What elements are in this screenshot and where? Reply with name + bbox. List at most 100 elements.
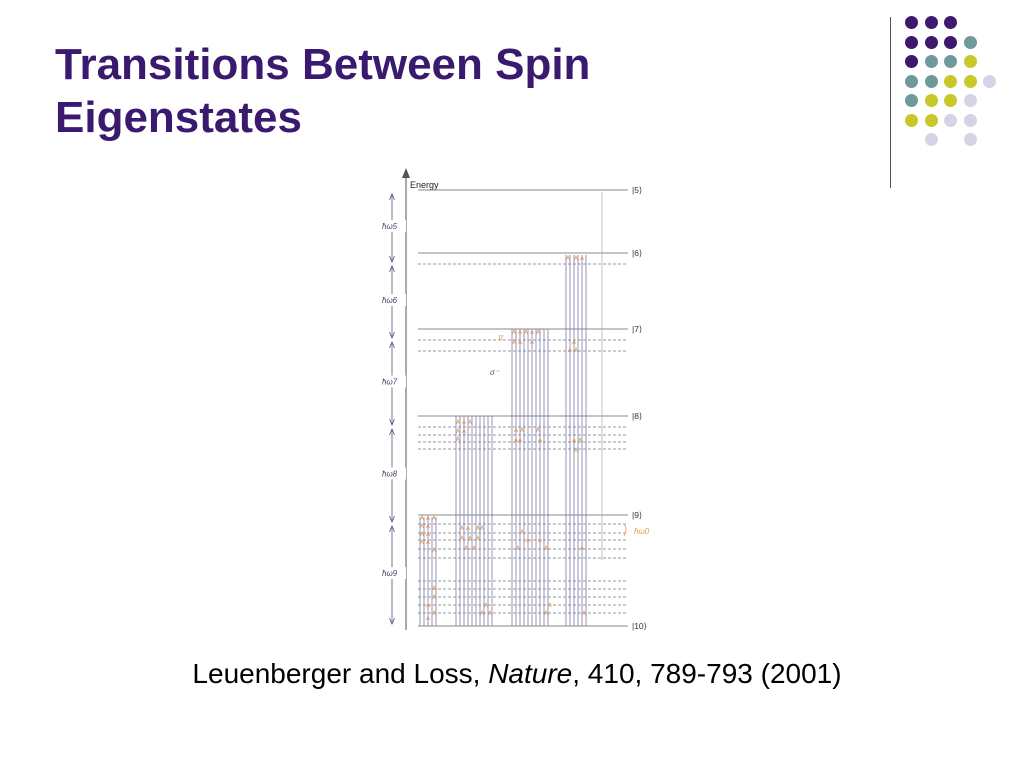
gap-label: ħω7 — [382, 378, 398, 387]
transition-marker — [426, 614, 430, 621]
transition-marker — [520, 528, 524, 535]
pi-label: π — [498, 333, 504, 342]
transition-marker — [574, 254, 578, 261]
transition-marker — [460, 524, 464, 531]
decorative-dot — [924, 16, 938, 29]
transition-marker — [456, 435, 460, 442]
energy-label: Energy — [410, 180, 439, 190]
decorative-dot — [924, 113, 938, 127]
decorative-dot — [924, 74, 938, 88]
transition-marker — [512, 338, 516, 345]
decorative-dot — [905, 94, 918, 107]
gap-arrowhead-down — [389, 617, 395, 626]
transition-marker — [518, 338, 522, 345]
title-line-2: Eigenstates — [55, 93, 302, 142]
transition-marker — [520, 426, 524, 433]
citation-authors: Leuenberger and Loss, — [192, 658, 489, 689]
transition-marker — [432, 514, 436, 521]
decorative-dot — [944, 55, 957, 68]
title-line-1: Transitions Between Spin — [55, 40, 591, 89]
gap-label-bg — [380, 375, 406, 388]
transition-marker — [580, 544, 584, 551]
state-label: |10⟩ — [632, 621, 647, 631]
transition-marker — [538, 536, 542, 543]
gap-arrowhead-up — [389, 427, 395, 436]
decorative-dot — [905, 74, 918, 88]
decorative-dot — [983, 74, 996, 88]
gap-arrowhead-down — [389, 331, 395, 340]
transition-marker — [548, 601, 552, 608]
transition-marker — [456, 418, 460, 425]
transition-marker — [480, 609, 484, 616]
transition-marker — [460, 534, 464, 541]
transition-marker — [578, 436, 582, 443]
state-label: |6⟩ — [632, 248, 642, 258]
slide-title: Transitions Between Spin Eigenstates — [55, 38, 755, 144]
transition-marker — [530, 338, 534, 345]
gap-arrowhead-down — [389, 255, 395, 264]
transition-marker — [572, 436, 576, 443]
transition-marker — [484, 601, 488, 608]
transition-marker — [420, 514, 424, 521]
transition-marker — [566, 254, 570, 261]
gap-label-bg — [380, 467, 406, 480]
transition-marker — [568, 346, 572, 353]
bracket-mark — [623, 523, 627, 537]
gap-label-bg — [380, 294, 406, 306]
decorative-dot — [905, 16, 918, 29]
citation-caption: Leuenberger and Loss, Nature, 410, 789-7… — [0, 658, 1024, 690]
gap-arrowhead-down — [389, 515, 395, 524]
transition-marker — [468, 534, 472, 541]
decorative-dot — [944, 35, 957, 49]
state-label: |7⟩ — [632, 324, 642, 334]
transition-marker — [580, 254, 584, 261]
citation-details: , 410, 789-793 (2001) — [572, 658, 842, 689]
transition-marker — [426, 514, 430, 521]
side-gap-label: ħω0 — [634, 527, 650, 536]
transition-marker — [514, 426, 518, 433]
gap-label: ħω9 — [382, 569, 398, 578]
transition-marker — [514, 436, 518, 443]
decorative-dot — [963, 74, 977, 88]
transition-marker — [518, 328, 522, 335]
transition-marker — [480, 524, 484, 531]
decorative-dot — [924, 94, 938, 107]
transition-marker — [426, 530, 430, 537]
transition-marker — [420, 538, 424, 545]
decorative-dot — [905, 35, 918, 49]
state-label: |9⟩ — [632, 510, 642, 520]
transition-marker — [574, 446, 578, 453]
transition-marker — [466, 524, 470, 531]
decorative-dot — [944, 74, 957, 88]
gap-arrowhead-down — [389, 418, 395, 427]
decorative-dot — [963, 133, 977, 146]
sigma-label: σ⁻ — [490, 368, 500, 377]
gap-arrowhead-up — [389, 264, 395, 273]
transition-marker — [420, 530, 424, 537]
transition-marker — [582, 609, 586, 616]
transition-marker — [426, 522, 430, 529]
transition-marker — [538, 436, 542, 443]
gap-label-bg — [380, 567, 406, 579]
transition-marker — [432, 546, 436, 553]
transition-marker — [536, 426, 540, 433]
transition-marker — [456, 427, 460, 434]
decorative-dot — [944, 113, 957, 127]
gap-label: ħω8 — [382, 470, 398, 479]
energy-level-diagram: Energy |5⟩ |6⟩ |7⟩ |8⟩ |9⟩ |10⟩ ħω5 ħω6 ħω7 ħω8 ħω9… — [370, 160, 670, 638]
transition-marker — [518, 436, 522, 443]
decorative-dot — [963, 55, 977, 68]
transition-marker — [512, 328, 516, 335]
transition-marker — [432, 584, 436, 591]
transition-marker — [574, 346, 578, 353]
transition-marker — [464, 544, 468, 551]
decorative-dot — [924, 133, 938, 146]
transition-marker — [476, 524, 480, 531]
decorative-dot — [963, 35, 977, 49]
state-label: |8⟩ — [632, 411, 642, 421]
transition-marker — [432, 609, 436, 616]
citation-journal: Nature — [488, 658, 573, 689]
decorative-dot — [905, 55, 918, 68]
gap-arrowhead-up — [389, 340, 395, 349]
decorative-dot — [963, 113, 977, 127]
